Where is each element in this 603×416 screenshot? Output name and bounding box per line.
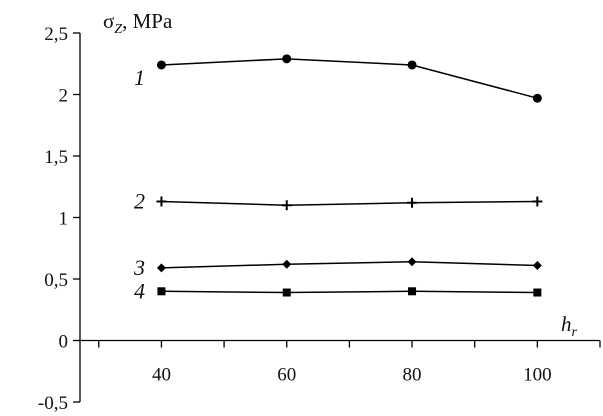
x-axis-title: hr xyxy=(561,312,578,340)
data-point-square xyxy=(408,287,417,296)
x-tick-label: 40 xyxy=(152,365,171,386)
series-label: 2 xyxy=(134,189,145,214)
y-axis-unit: , MPa xyxy=(122,9,173,33)
series-4-line xyxy=(161,290,538,294)
axes xyxy=(79,33,600,402)
y-axis-title: σZ, MPa xyxy=(103,9,173,37)
y-tick-label: 0,5 xyxy=(44,270,68,291)
data-point-circle xyxy=(156,60,166,70)
x-axis-subscript: r xyxy=(572,325,578,340)
labels: σZ, MPa hr xyxy=(103,9,578,340)
series-label: 4 xyxy=(134,278,145,303)
data-point-diamond xyxy=(532,260,542,270)
data-point-circle xyxy=(282,54,292,64)
data-point-diamond xyxy=(282,259,292,269)
data-point-plus xyxy=(532,196,543,207)
data-point-circle xyxy=(407,60,417,70)
data-point-plus xyxy=(281,200,292,211)
data-series: 1 2 34 xyxy=(133,54,543,303)
y-tick-label: -0,5 xyxy=(38,393,68,414)
series-3: 3 xyxy=(133,255,542,280)
data-point-square xyxy=(282,288,291,297)
y-tick-label: 1 xyxy=(59,209,69,230)
data-point-square xyxy=(533,288,542,297)
data-point-plus xyxy=(156,196,167,207)
axis-ticks: -0,5 0 0,5 1 1,5 2 2,5 40 60 80 100 xyxy=(38,24,601,414)
x-tick-label: 60 xyxy=(277,365,296,386)
series-2: 2 xyxy=(134,189,543,214)
series-3-line xyxy=(161,261,538,269)
y-tick-label: 2,5 xyxy=(44,24,68,45)
x-tick-label: 100 xyxy=(523,365,552,386)
x-tick-label: 80 xyxy=(403,365,422,386)
series-1-line xyxy=(161,58,538,99)
data-point-circle xyxy=(532,93,542,103)
x-axis-main: h xyxy=(561,312,572,336)
y-tick-label: 0 xyxy=(59,332,69,353)
data-point-square xyxy=(157,287,166,296)
data-point-diamond xyxy=(156,263,166,273)
y-axis-sigma: σ xyxy=(103,9,114,33)
series-1: 1 xyxy=(134,54,542,103)
series-label: 1 xyxy=(134,65,145,90)
series-label: 3 xyxy=(133,255,145,280)
series-4: 4 xyxy=(134,278,542,303)
data-point-diamond xyxy=(407,257,417,267)
y-axis-subscript: Z xyxy=(114,22,122,37)
y-tick-label: 2 xyxy=(59,86,69,107)
y-tick-label: 1,5 xyxy=(44,147,68,168)
series-2-line xyxy=(161,200,538,206)
data-point-plus xyxy=(407,197,418,208)
